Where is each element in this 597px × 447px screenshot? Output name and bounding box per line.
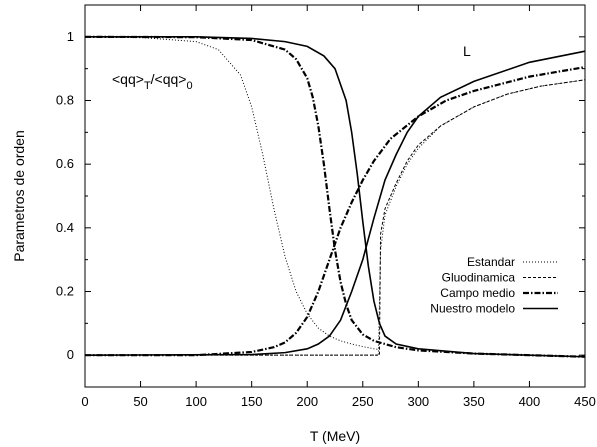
plot-frame <box>84 4 586 388</box>
y-axis-label: Parametros de orden <box>11 130 27 262</box>
legend-label-nuestro-modelo: Nuestro modelo <box>430 302 515 316</box>
x-tick-label: 350 <box>463 394 485 409</box>
x-tick-label: 50 <box>133 394 147 409</box>
y-tick-label: 0.4 <box>56 220 74 235</box>
legend-label-estandar: Estandar <box>467 255 515 269</box>
y-tick-label: 1 <box>67 29 74 44</box>
x-tick-label: 250 <box>352 394 374 409</box>
nuestro-modelo-chiral-line <box>85 36 586 358</box>
x-tick-label: 150 <box>241 394 263 409</box>
gluodinamica-polyakov-line <box>85 79 586 356</box>
x-tick-label: 200 <box>296 394 318 409</box>
annotation-main: <qq> <box>112 71 144 87</box>
x-tick-label: 450 <box>574 394 596 409</box>
x-tick-label: 400 <box>519 394 541 409</box>
x-tick-label: 100 <box>185 394 207 409</box>
estandar-chiral-line <box>84 36 380 350</box>
annotation-mid: /<qq> <box>151 71 187 87</box>
x-tick-label: 0 <box>81 394 88 409</box>
annotation-sub-t: T <box>144 80 151 92</box>
legend-label-gluodinamica: Gluodinamica <box>442 271 516 285</box>
annotation-sub-0: 0 <box>187 80 193 92</box>
axis-ticks: 0 50 100 150 200 250 300 350 400 450 0 0.2 0.4 0.6 0.8… <box>56 5 596 409</box>
y-tick-label: 0.8 <box>56 93 74 108</box>
y-tick-label: 0.6 <box>56 156 74 171</box>
series-curves <box>84 35 586 358</box>
nuestro-modelo-polyakov-line <box>84 50 586 356</box>
polyakov-loop-annotation: L <box>463 43 471 59</box>
x-tick-label: 300 <box>407 394 429 409</box>
chiral-condensate-annotation: <qq>T/<qq>0 <box>112 71 193 92</box>
legend-label-campo-medio: Campo medio <box>440 286 515 300</box>
x-axis-label: T (MeV) <box>310 428 360 444</box>
y-tick-label: 0 <box>67 347 74 362</box>
campo-medio-chiral-line <box>84 35 586 358</box>
campo-medio-polyakov-line <box>85 65 586 357</box>
y-tick-label: 0.2 <box>56 284 74 299</box>
